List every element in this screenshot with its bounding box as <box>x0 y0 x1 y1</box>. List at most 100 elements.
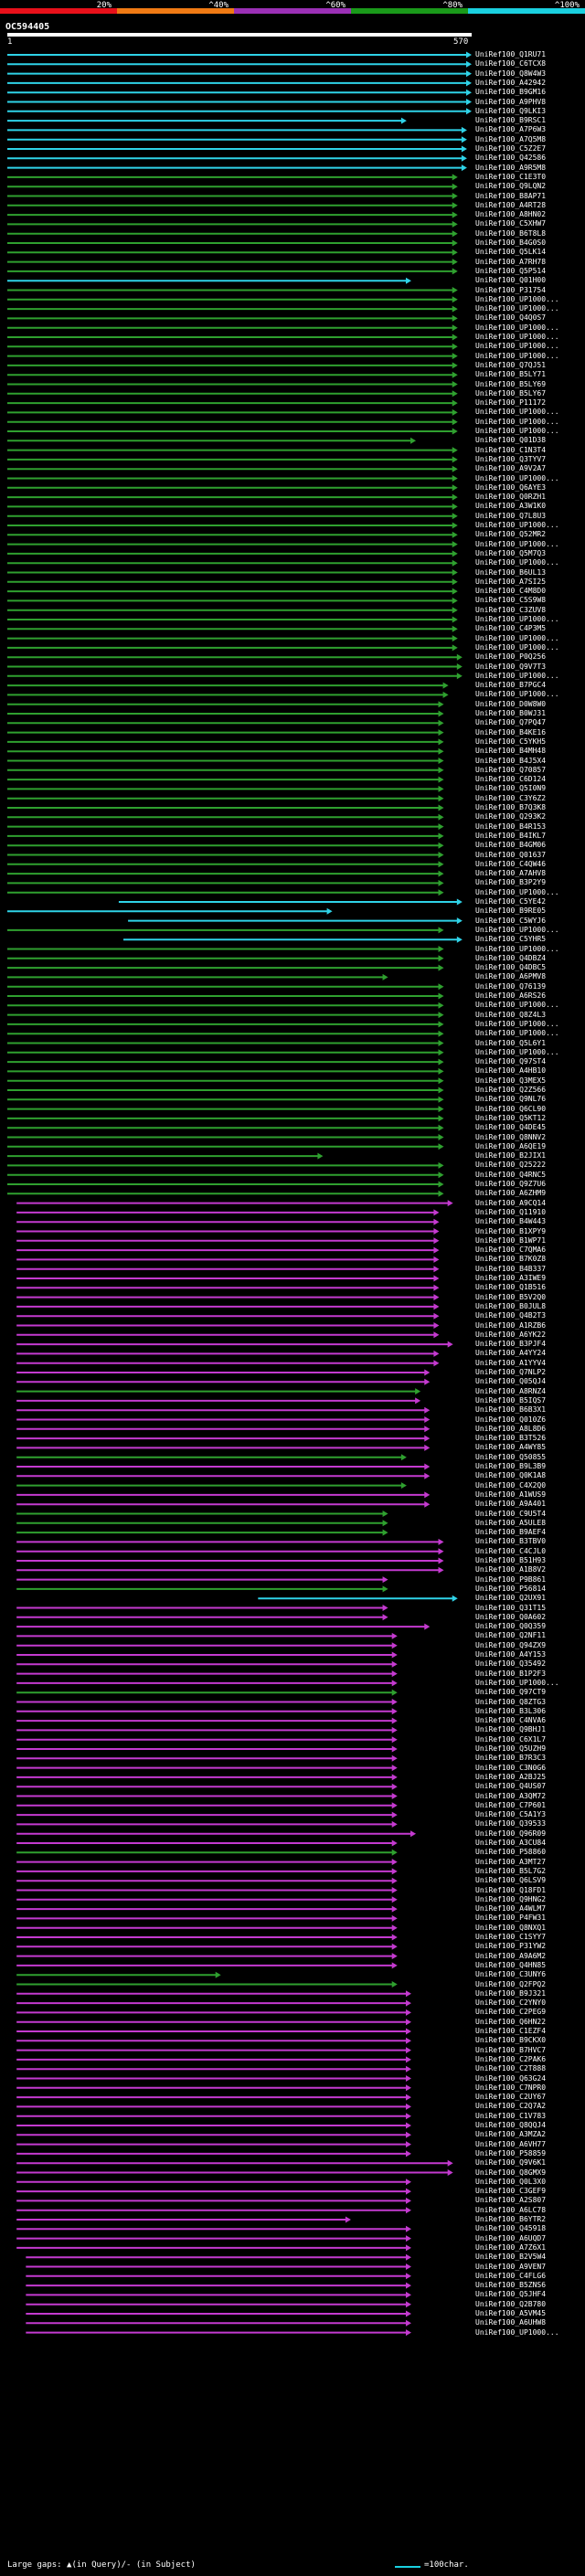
hit-label[interactable]: UniRef100_A6UQD7 <box>475 2233 547 2242</box>
hit-label[interactable]: UniRef100_Q05QJ4 <box>475 1377 547 1386</box>
hit-label[interactable]: UniRef100_C5YHR5 <box>475 935 547 944</box>
hit-label[interactable]: UniRef100_Q4US07 <box>475 1782 547 1791</box>
hit-label[interactable]: UniRef100_B7R3C3 <box>475 1754 547 1763</box>
hit-label[interactable]: UniRef100_C2PAK6 <box>475 2054 547 2063</box>
hit-label[interactable]: UniRef100_Q4DBZ4 <box>475 953 547 962</box>
hit-label[interactable]: UniRef100_C3ZUV8 <box>475 605 547 614</box>
hit-label[interactable]: UniRef100_C3UNY6 <box>475 1970 547 1979</box>
hit-label[interactable]: UniRef100_P11172 <box>475 398 547 408</box>
hit-label[interactable]: UniRef100_A9R5M8 <box>475 163 547 172</box>
hit-label[interactable]: UniRef100_Q7L8U3 <box>475 511 547 520</box>
hit-label[interactable]: UniRef100_Q4DE45 <box>475 1123 547 1132</box>
hit-label[interactable]: UniRef100_A2BJ25 <box>475 1772 547 1781</box>
hit-label[interactable]: UniRef100_Q3MEX5 <box>475 1076 547 1085</box>
hit-label[interactable]: UniRef100_Q97ST4 <box>475 1057 547 1066</box>
hit-label[interactable]: UniRef100_B3P2Y9 <box>475 878 547 887</box>
hit-label[interactable]: UniRef100_A3MZA2 <box>475 2130 547 2139</box>
hit-label[interactable]: UniRef100_Q42586 <box>475 154 547 163</box>
hit-label[interactable]: UniRef100_B7Q3K8 <box>475 803 547 811</box>
hit-label[interactable]: UniRef100_Q39533 <box>475 1819 547 1829</box>
hit-label[interactable]: UniRef100_B7K0Z8 <box>475 1255 547 1264</box>
hit-label[interactable]: UniRef100_A9CQ14 <box>475 1198 547 1207</box>
hit-label[interactable]: UniRef100_B9RSC1 <box>475 116 547 125</box>
hit-label[interactable]: UniRef100_A9A6M2 <box>475 1951 547 1960</box>
hit-label[interactable]: UniRef100_A3QM72 <box>475 1791 547 1800</box>
hit-label[interactable]: UniRef100_A9VEN7 <box>475 2262 547 2271</box>
hit-label[interactable]: UniRef100_UP1000... <box>475 690 559 699</box>
hit-label[interactable]: UniRef100_P58860 <box>475 1848 547 1857</box>
hit-label[interactable]: UniRef100_C6TCX8 <box>475 59 547 69</box>
hit-label[interactable]: UniRef100_UP1000... <box>475 473 559 482</box>
hit-label[interactable]: UniRef100_Q8GMX9 <box>475 2168 547 2177</box>
hit-label[interactable]: UniRef100_B4IKL7 <box>475 831 547 840</box>
hit-label[interactable]: UniRef100_B0JUL8 <box>475 1301 547 1310</box>
hit-label[interactable]: UniRef100_B1XPY9 <box>475 1226 547 1235</box>
hit-label[interactable]: UniRef100_A3CU84 <box>475 1839 547 1847</box>
hit-label[interactable]: UniRef100_Q0K1A8 <box>475 1471 547 1480</box>
hit-label[interactable]: UniRef100_C1E3T0 <box>475 172 547 181</box>
hit-label[interactable]: UniRef100_B5LY71 <box>475 370 547 379</box>
hit-label[interactable]: UniRef100_B8AP71 <box>475 191 547 200</box>
hit-label[interactable]: UniRef100_Q8W4W3 <box>475 69 547 78</box>
hit-label[interactable]: UniRef100_A1RZB6 <box>475 1320 547 1330</box>
hit-label[interactable]: UniRef100_B1P2F3 <box>475 1669 547 1678</box>
hit-label[interactable]: UniRef100_A42942 <box>475 78 547 87</box>
hit-label[interactable]: UniRef100_B9CKX0 <box>475 2036 547 2045</box>
hit-label[interactable]: UniRef100_Q5KT12 <box>475 1113 547 1122</box>
hit-label[interactable]: UniRef100_A8RNZ4 <box>475 1386 547 1395</box>
hit-label[interactable]: UniRef100_Q5P514 <box>475 266 547 275</box>
hit-label[interactable]: UniRef100_B4J5X4 <box>475 756 547 765</box>
hit-label[interactable]: UniRef100_Q45918 <box>475 2224 547 2233</box>
hit-label[interactable]: UniRef100_B4B337 <box>475 1264 547 1273</box>
hit-label[interactable]: UniRef100_B5LY67 <box>475 388 547 398</box>
hit-label[interactable]: UniRef100_Q7PQ47 <box>475 718 547 727</box>
hit-label[interactable]: UniRef100_C5S9W8 <box>475 596 547 605</box>
hit-label[interactable]: UniRef100_Q2FPQ2 <box>475 1979 547 1988</box>
hit-label[interactable]: UniRef100_P31YW2 <box>475 1942 547 1951</box>
hit-label[interactable]: UniRef100_Q2UX91 <box>475 1594 547 1603</box>
hit-label[interactable]: UniRef100_C4M8D0 <box>475 587 547 596</box>
hit-label[interactable]: UniRef100_A8HN02 <box>475 210 547 219</box>
hit-label[interactable]: UniRef100_C2T888 <box>475 2064 547 2073</box>
hit-label[interactable]: UniRef100_Q50855 <box>475 1452 547 1461</box>
hit-label[interactable]: UniRef100_UP1000... <box>475 304 559 313</box>
hit-label[interactable]: UniRef100_Q8NXQ1 <box>475 1923 547 1932</box>
hit-label[interactable]: UniRef100_UP1000... <box>475 887 559 896</box>
hit-label[interactable]: UniRef100_A2S807 <box>475 2196 547 2205</box>
hit-label[interactable]: UniRef100_P58859 <box>475 2148 547 2157</box>
hit-label[interactable]: UniRef100_Q5JHF4 <box>475 2290 547 2299</box>
hit-label[interactable]: UniRef100_Q9Z7U6 <box>475 1180 547 1188</box>
hit-label[interactable]: UniRef100_B9L3B9 <box>475 1462 547 1470</box>
hit-label[interactable]: UniRef100_Q6CL90 <box>475 1104 547 1113</box>
hit-label[interactable]: UniRef100_B2JIX1 <box>475 1151 547 1161</box>
hit-label[interactable]: UniRef100_A6ZHM9 <box>475 1189 547 1198</box>
hit-label[interactable]: UniRef100_Q18FD1 <box>475 1885 547 1894</box>
hit-label[interactable]: UniRef100_UP1000... <box>475 427 559 435</box>
hit-label[interactable]: UniRef100_A6LC78 <box>475 2205 547 2214</box>
hit-label[interactable]: UniRef100_Q7QJ51 <box>475 360 547 369</box>
hit-label[interactable]: UniRef100_A6RS26 <box>475 991 547 1000</box>
hit-label[interactable]: UniRef100_UP1000... <box>475 925 559 934</box>
hit-label[interactable]: UniRef100_C4NVA6 <box>475 1716 547 1725</box>
hit-label[interactable]: UniRef100_Q2NF11 <box>475 1631 547 1640</box>
hit-label[interactable]: UniRef100_C6X1L7 <box>475 1734 547 1744</box>
hit-label[interactable]: UniRef100_A4YY24 <box>475 1349 547 1358</box>
hit-label[interactable]: UniRef100_UP1000... <box>475 417 559 426</box>
hit-label[interactable]: UniRef100_Q5I0N9 <box>475 784 547 793</box>
hit-label[interactable]: UniRef100_Q35492 <box>475 1659 547 1669</box>
hit-label[interactable]: UniRef100_C5Z2E7 <box>475 144 547 153</box>
hit-label[interactable]: UniRef100_C3Y6Z2 <box>475 793 547 802</box>
hit-label[interactable]: UniRef100_C5XHW7 <box>475 219 547 228</box>
hit-label[interactable]: UniRef100_UP1000... <box>475 2327 559 2337</box>
hit-label[interactable]: UniRef100_A7SI25 <box>475 577 547 586</box>
hit-label[interactable]: UniRef100_B4W443 <box>475 1217 547 1226</box>
hit-label[interactable]: UniRef100_B9RE05 <box>475 906 547 916</box>
hit-label[interactable]: UniRef100_P9B861 <box>475 1574 547 1584</box>
hit-label[interactable]: UniRef100_Q2B780 <box>475 2299 547 2308</box>
hit-label[interactable]: UniRef100_Q4DBC5 <box>475 963 547 972</box>
hit-label[interactable]: UniRef100_UP1000... <box>475 642 559 652</box>
hit-label[interactable]: UniRef100_C2UY67 <box>475 2093 547 2102</box>
hit-label[interactable]: UniRef100_Q97CT9 <box>475 1688 547 1697</box>
hit-label[interactable]: UniRef100_B3PJF4 <box>475 1340 547 1349</box>
hit-label[interactable]: UniRef100_A9PHV8 <box>475 97 547 106</box>
